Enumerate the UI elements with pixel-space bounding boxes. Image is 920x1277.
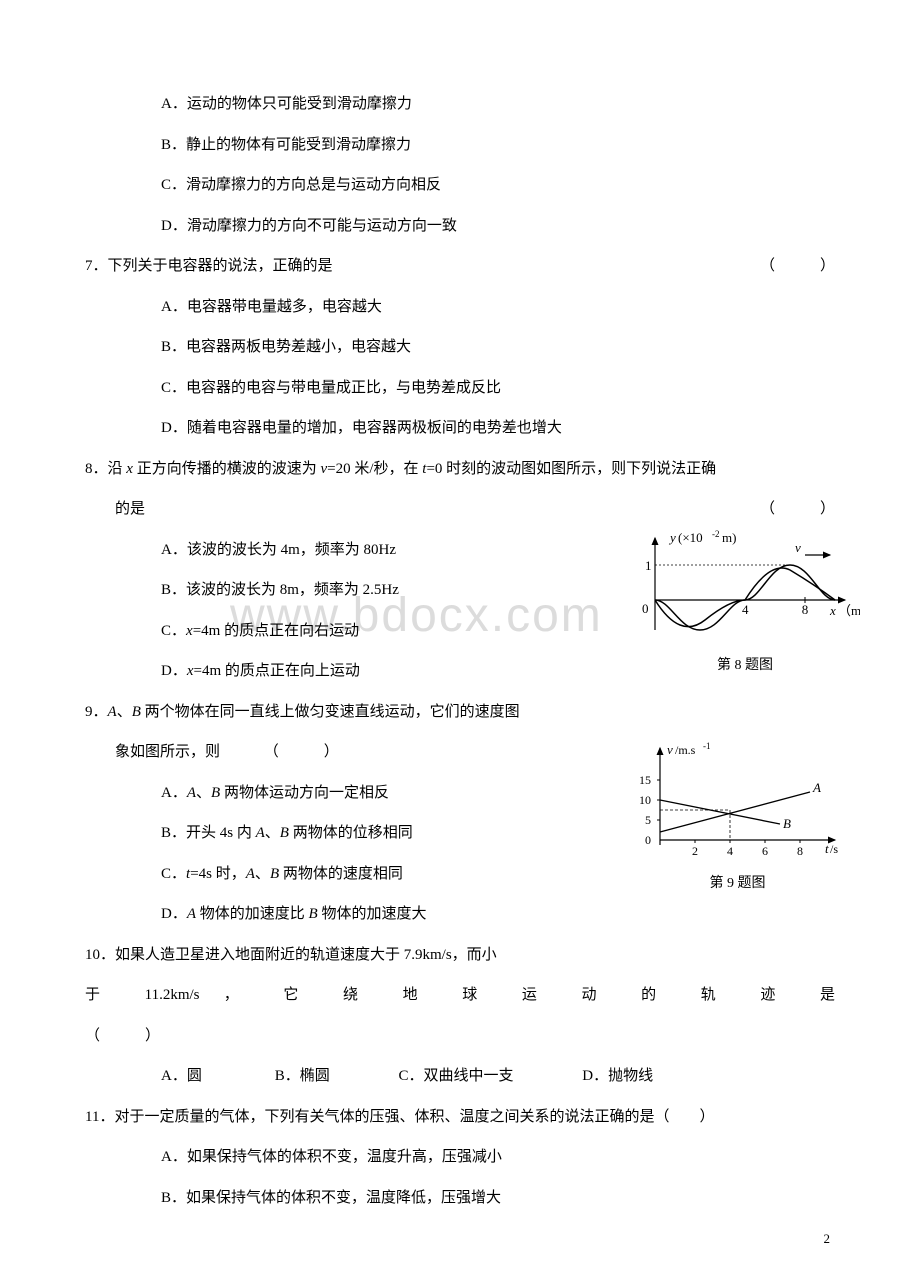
q10-l2-9: 的 bbox=[641, 987, 676, 1003]
q8-stem-c: =20 米/秒，在 bbox=[327, 461, 422, 477]
q9-paren: （ ） bbox=[264, 738, 339, 767]
q8-xlabel-m: （m） bbox=[838, 603, 860, 618]
q9-option-c: C．t=4s 时，A、B 两物体的速度相同 bbox=[85, 860, 835, 889]
q8-c-pre: C． bbox=[161, 623, 186, 639]
q8-c-post: =4m 的质点正在向右运动 bbox=[193, 623, 359, 639]
q10-l2-1: 11.2km/s bbox=[145, 987, 200, 1003]
q9-b-A: A bbox=[256, 825, 265, 841]
q8-d-pre: D． bbox=[161, 663, 187, 679]
q10-option-d: D．抛物线 bbox=[582, 1062, 653, 1091]
q9-stem-a: 9． bbox=[85, 704, 108, 720]
q9-c-pre: C． bbox=[161, 866, 186, 882]
q11-stem: 11．对于一定质量的气体，下列有关气体的压强、体积、温度之间关系的说法正确的是（… bbox=[85, 1103, 835, 1132]
q10-option-c: C．双曲线中一支 bbox=[399, 1062, 579, 1091]
q9-stem-c: 两个物体在同一直线上做匀变速直线运动，它们的速度图 bbox=[141, 704, 520, 720]
q11-option-b: B．如果保持气体的体积不变，温度降低，压强增大 bbox=[85, 1184, 835, 1213]
q8-option-c: C．x=4m 的质点正在向右运动 bbox=[85, 617, 835, 646]
q9-d-A: A bbox=[187, 906, 196, 922]
q9-d-pre: D． bbox=[161, 906, 187, 922]
q9-a-pre: A． bbox=[161, 785, 187, 801]
q9-c-A: A bbox=[246, 866, 255, 882]
q7-option-d: D．随着电容器电量的增加，电容器两极板间的电势差也增大 bbox=[85, 414, 835, 443]
q6-option-b: B．静止的物体有可能受到滑动摩擦力 bbox=[85, 131, 835, 160]
q10-l2-10: 轨 bbox=[701, 987, 736, 1003]
q10-l2-3: 它 bbox=[283, 987, 318, 1003]
q9-option-b: B．开头 4s 内 A、B 两物体的位移相同 bbox=[85, 819, 835, 848]
q8-d-post: =4m 的质点正在向上运动 bbox=[194, 663, 360, 679]
q9-c-mid1: =4s 时， bbox=[190, 866, 246, 882]
q8-option-d: D．x=4m 的质点正在向上运动 bbox=[85, 657, 835, 686]
q6-option-a: A．运动的物体只可能受到滑动摩擦力 bbox=[85, 90, 835, 119]
q10-l2-8: 动 bbox=[581, 987, 616, 1003]
q6-option-c: C．滑动摩擦力的方向总是与运动方向相反 bbox=[85, 171, 835, 200]
q10-l2-0: 于 bbox=[85, 987, 120, 1003]
q7-option-b: B．电容器两板电势差越小，电容越大 bbox=[85, 333, 835, 362]
q9-d-mid: 物体的加速度比 bbox=[196, 906, 309, 922]
q8-var-x: x bbox=[126, 461, 133, 477]
q7-option-c: C．电容器的电容与带电量成正比，与电势差成反比 bbox=[85, 374, 835, 403]
q10-stem-line2: 于 11.2km/s ， 它 绕 地 球 运 动 的 轨 迹 是 bbox=[85, 981, 835, 1010]
q9-stem-line1: 9．A、B 两个物体在同一直线上做匀变速直线运动，它们的速度图 bbox=[85, 698, 835, 727]
q10-l2-7: 运 bbox=[522, 987, 557, 1003]
q9-d-B: B bbox=[309, 906, 318, 922]
q8-option-a: A．该波的波长为 4m，频率为 80Hz bbox=[85, 536, 835, 565]
q7-paren: （ ） bbox=[760, 252, 835, 281]
q10-l2-11: 迹 bbox=[760, 987, 795, 1003]
q10-option-b: B．椭圆 bbox=[275, 1062, 395, 1091]
q8-stem-a: 8．沿 bbox=[85, 461, 126, 477]
q8-stem-b: 正方向传播的横波的波速为 bbox=[133, 461, 321, 477]
q10-l2-6: 球 bbox=[462, 987, 497, 1003]
q8-stem-line1: 8．沿 x 正方向传播的横波的波速为 v=20 米/秒，在 t=0 时刻的波动图… bbox=[85, 455, 835, 484]
q11-option-a: A．如果保持气体的体积不变，温度升高，压强减小 bbox=[85, 1143, 835, 1172]
q7-option-a: A．电容器带电量越多，电容越大 bbox=[85, 293, 835, 322]
q8-paren: （ ） bbox=[760, 495, 835, 524]
q9-stem-line2: 象如图所示，则 （ ） bbox=[85, 738, 835, 767]
page-content: A．运动的物体只可能受到滑动摩擦力 B．静止的物体有可能受到滑动摩擦力 C．滑动… bbox=[85, 90, 835, 1212]
q8-stem-line2: 的是 （ ） bbox=[85, 495, 835, 524]
q8-stem-d: =0 时刻的波动图如图所示，则下列说法正确 bbox=[426, 461, 716, 477]
q9-a-B: B bbox=[211, 785, 220, 801]
q9-var-A1: A bbox=[108, 704, 117, 720]
q10-option-a: A．圆 bbox=[161, 1062, 271, 1091]
q9-b-mid: 、 bbox=[265, 825, 280, 841]
q9-b-post: 两物体的位移相同 bbox=[289, 825, 413, 841]
page-number: 2 bbox=[824, 1227, 831, 1252]
q10-l2-2: ， bbox=[224, 987, 259, 1003]
q9-b-B: B bbox=[280, 825, 289, 841]
q8-d-var: x bbox=[187, 663, 194, 679]
q9-a-mid: 、 bbox=[196, 785, 211, 801]
q10-l2-4: 绕 bbox=[343, 987, 378, 1003]
q9-b-pre: B．开头 4s 内 bbox=[161, 825, 256, 841]
q9-d-post: 物体的加速度大 bbox=[318, 906, 427, 922]
q10-l2-12: 是 bbox=[820, 987, 835, 1003]
q9-option-d: D．A 物体的加速度比 B 物体的加速度大 bbox=[85, 900, 835, 929]
q10-paren-line: （ ） bbox=[85, 1022, 835, 1051]
q6-option-d: D．滑动摩擦力的方向不可能与运动方向一致 bbox=[85, 212, 835, 241]
q9-a-A: A bbox=[187, 785, 196, 801]
q9-c-mid2: 、 bbox=[255, 866, 270, 882]
q9-var-B1: B bbox=[132, 704, 141, 720]
q9-c-B: B bbox=[270, 866, 279, 882]
q8-stem-line2-text: 的是 bbox=[115, 501, 145, 517]
q8-option-b: B．该波的波长为 8m，频率为 2.5Hz bbox=[85, 576, 835, 605]
q8-c-var: x bbox=[186, 623, 193, 639]
q10-l2-5: 地 bbox=[403, 987, 438, 1003]
q9-c-post: 两物体的速度相同 bbox=[279, 866, 403, 882]
q9-a-post: 两物体运动方向一定相反 bbox=[220, 785, 389, 801]
q9-stem-line2-text: 象如图所示，则 bbox=[115, 744, 220, 760]
q7-stem-text: 7．下列关于电容器的说法，正确的是 bbox=[85, 258, 333, 274]
q10-stem-line1: 10．如果人造卫星进入地面附近的轨道速度大于 7.9km/s，而小 bbox=[85, 941, 835, 970]
q9-option-a: A．A、B 两物体运动方向一定相反 bbox=[85, 779, 835, 808]
q9-stem-b: 、 bbox=[117, 704, 132, 720]
q10-options: A．圆 B．椭圆 C．双曲线中一支 D．抛物线 bbox=[85, 1062, 835, 1091]
q7-stem: 7．下列关于电容器的说法，正确的是 （ ） bbox=[85, 252, 835, 281]
